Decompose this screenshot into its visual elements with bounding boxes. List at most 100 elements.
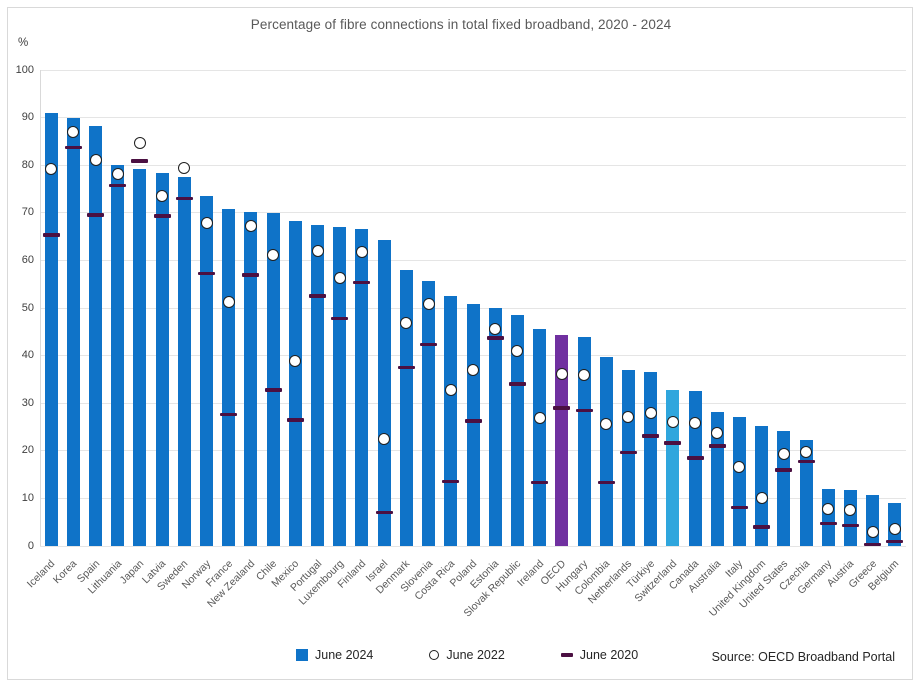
june-2022-marker-mexico xyxy=(289,355,302,368)
y-tick-label-60: 60 xyxy=(21,253,34,266)
june-2020-marker-france xyxy=(220,412,238,417)
june-2022-marker-iceland xyxy=(45,162,58,175)
june-2020-marker-chile xyxy=(264,388,282,392)
chart-frame-border xyxy=(7,7,913,680)
bar-slovak-republic xyxy=(510,315,524,546)
june-2020-marker-t-rkiye xyxy=(642,434,660,438)
bar-czechia xyxy=(799,440,813,546)
y-tick-label-20: 20 xyxy=(21,444,34,457)
bar-costa-rica xyxy=(444,296,458,546)
gridline-100 xyxy=(40,69,906,71)
bar-japan xyxy=(133,169,147,546)
y-tick-label-0: 0 xyxy=(27,539,34,552)
june-2020-marker-italy xyxy=(730,505,748,510)
bar-canada xyxy=(688,390,702,546)
june-2022-marker-greece xyxy=(866,525,879,538)
y-axis-unit-label: % xyxy=(18,37,29,49)
legend-item-june-2020: June 2020 xyxy=(560,648,639,662)
legend-item-june-2024: June 2024 xyxy=(296,648,373,662)
legend-label-june-2024: June 2024 xyxy=(315,648,374,662)
june-2022-marker-netherlands xyxy=(622,410,635,423)
june-2020-marker-austria xyxy=(841,523,859,528)
june-2022-marker-hungary xyxy=(578,368,591,381)
june-2022-marker-united-kingdom xyxy=(755,491,768,504)
june-2020-marker-germany xyxy=(819,521,837,526)
legend-label-june-2022: June 2022 xyxy=(446,648,505,662)
june-2022-marker-slovenia xyxy=(422,297,435,310)
bar-hungary xyxy=(577,337,591,546)
chart-title: Percentage of fibre connections in total… xyxy=(250,17,672,32)
june-2022-marker-t-rkiye xyxy=(644,407,657,420)
bar-estonia xyxy=(488,308,502,546)
y-tick-label-30: 30 xyxy=(21,396,34,409)
y-tick-label-40: 40 xyxy=(21,349,34,362)
june-2020-marker-slovenia xyxy=(420,342,438,347)
june-2022-marker-luxembourg xyxy=(333,272,346,285)
june-2020-marker-iceland xyxy=(42,233,60,237)
june-2024-square-icon xyxy=(296,649,308,661)
bar-switzerland xyxy=(666,389,680,546)
june-2020-marker-sweden xyxy=(175,196,193,201)
legend-label-june-2020: June 2020 xyxy=(579,648,639,662)
june-2022-marker-switzerland xyxy=(666,415,679,428)
june-2020-marker-latvia xyxy=(153,214,171,218)
june-2022-circle-icon xyxy=(429,650,440,660)
june-2020-marker-czechia xyxy=(797,459,815,463)
bar-mexico xyxy=(288,220,302,546)
june-2020-marker-portugal xyxy=(309,294,327,298)
bar-lithuania xyxy=(111,164,125,546)
june-2022-marker-sweden xyxy=(178,162,191,175)
june-2022-marker-portugal xyxy=(311,245,324,258)
june-2020-marker-ireland xyxy=(531,480,549,485)
bar-sweden xyxy=(177,176,191,546)
bar-united-kingdom xyxy=(755,426,769,546)
legend: June 2024 June 2022 June 2020 xyxy=(296,648,638,662)
june-2022-marker-japan xyxy=(133,137,146,150)
y-tick-label-90: 90 xyxy=(21,111,34,124)
june-2020-marker-luxembourg xyxy=(331,316,349,321)
y-tick-label-80: 80 xyxy=(21,158,34,171)
y-axis-line xyxy=(40,70,41,546)
gridline-70 xyxy=(40,212,906,214)
june-2022-marker-israel xyxy=(378,432,391,445)
bar-italy xyxy=(732,416,746,546)
y-tick-label-10: 10 xyxy=(21,491,34,504)
bar-colombia xyxy=(599,356,613,546)
gridline-0 xyxy=(40,545,906,547)
bar-germany xyxy=(821,489,835,546)
june-2022-marker-norway xyxy=(200,217,213,230)
june-2022-marker-costa-rica xyxy=(444,384,457,397)
june-2020-marker-norway xyxy=(198,272,216,276)
june-2022-marker-germany xyxy=(822,502,835,515)
june-2020-marker-finland xyxy=(353,281,371,285)
june-2022-marker-belgium xyxy=(888,522,901,535)
june-2020-marker-israel xyxy=(375,510,393,515)
june-2022-marker-finland xyxy=(355,246,368,259)
june-2022-marker-australia xyxy=(711,427,724,440)
june-2022-marker-czechia xyxy=(800,445,813,458)
june-2020-marker-new-zealand xyxy=(242,273,260,277)
bar-finland xyxy=(355,228,369,546)
june-2020-marker-estonia xyxy=(486,336,504,340)
bar-ireland xyxy=(533,329,547,546)
june-2022-marker-new-zealand xyxy=(244,219,257,232)
june-2020-marker-australia xyxy=(708,444,726,448)
bar-new-zealand xyxy=(244,211,258,546)
june-2022-marker-united-states xyxy=(777,447,790,460)
bar-israel xyxy=(377,240,391,546)
june-2020-marker-colombia xyxy=(597,480,615,485)
june-2022-marker-france xyxy=(222,295,235,308)
june-2020-marker-spain xyxy=(87,213,104,217)
gridline-80 xyxy=(40,164,906,166)
bar-slovenia xyxy=(422,280,436,546)
y-tick-label-50: 50 xyxy=(21,301,34,314)
june-2020-marker-canada xyxy=(686,456,704,460)
bar-greece xyxy=(866,494,880,546)
june-2020-marker-slovak-republic xyxy=(508,382,526,386)
june-2022-marker-colombia xyxy=(600,417,613,430)
legend-item-june-2022: June 2022 xyxy=(429,648,505,662)
june-2022-marker-austria xyxy=(844,504,857,517)
june-2020-marker-switzerland xyxy=(664,441,682,445)
bar-france xyxy=(222,209,236,546)
